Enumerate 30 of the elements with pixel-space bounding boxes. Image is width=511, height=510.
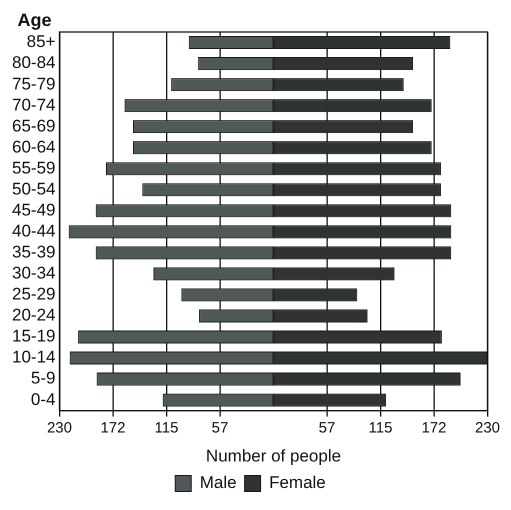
x-tick-label: 172 (421, 420, 446, 437)
x-tick-label: 115 (154, 420, 178, 437)
legend-label: Female (269, 473, 326, 492)
x-tick-label: 57 (212, 420, 228, 437)
y-tick-label: 25-29 (12, 284, 56, 304)
y-tick-label: 15-19 (12, 326, 56, 346)
y-tick-label: 40-44 (12, 222, 56, 241)
y-tick-label: 70-74 (12, 95, 56, 114)
x-tick-label: 230 (474, 420, 500, 437)
x-tick-label: 230 (46, 420, 72, 437)
y-tick-label: 60-64 (12, 137, 56, 156)
x-tick-label: 115 (368, 420, 392, 437)
y-tick-label: 80-84 (12, 53, 56, 72)
y-tick-label: 75-79 (12, 74, 56, 94)
x-axis-title: Number of people (206, 446, 342, 466)
y-tick-label: 65-69 (12, 116, 56, 136)
y-tick-label: 20-24 (12, 306, 56, 325)
x-tick-label: 172 (100, 420, 126, 437)
y-axis-title: Age (17, 10, 52, 30)
y-tick-label: 45-49 (12, 200, 56, 220)
legend-label: Male (200, 473, 237, 492)
y-tick-label: 10-14 (12, 348, 56, 367)
y-tick-label: 0-4 (30, 390, 56, 409)
y-tick-label: 5-9 (30, 368, 56, 388)
y-tick-label: 55-59 (12, 158, 56, 178)
y-tick-label: 50-54 (12, 179, 56, 198)
x-tick-label: 57 (318, 420, 336, 437)
y-tick-label: 30-34 (12, 264, 56, 283)
y-tick-label: 35-39 (12, 242, 56, 262)
y-tick-label: 85+ (26, 32, 56, 52)
